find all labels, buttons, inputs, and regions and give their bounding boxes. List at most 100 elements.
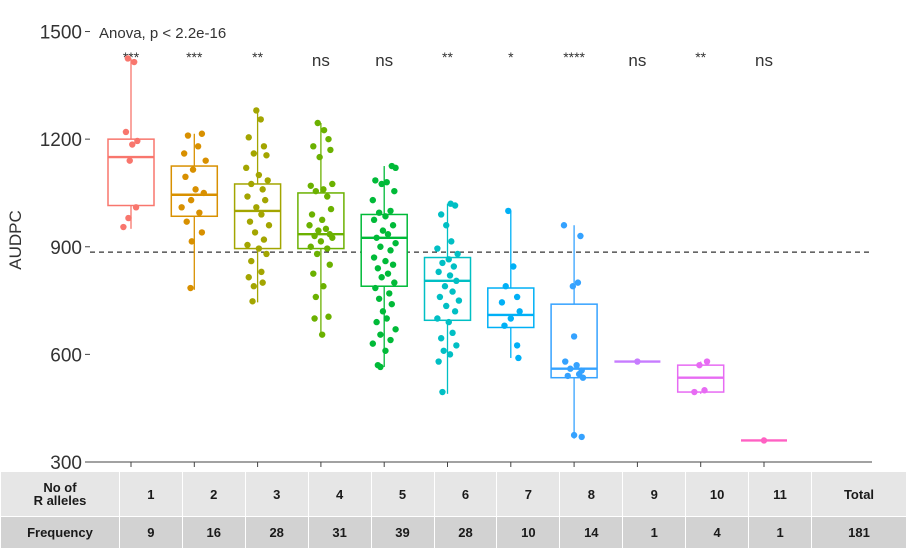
data-point [314, 119, 321, 127]
allele-cell: 10 [685, 471, 750, 517]
frequency-cell: 10 [496, 516, 561, 549]
data-point [320, 283, 327, 290]
data-point [443, 302, 450, 310]
data-point [507, 315, 514, 322]
data-point [436, 293, 444, 301]
data-point [570, 333, 578, 340]
data-point [324, 245, 331, 252]
box-group [741, 437, 787, 444]
data-point [248, 180, 255, 188]
row-header-frequency: Frequency [0, 516, 120, 549]
data-point [449, 288, 456, 295]
data-point [244, 241, 251, 249]
data-point [569, 283, 577, 290]
data-point [434, 245, 441, 252]
data-point [257, 116, 264, 123]
data-point [258, 211, 265, 218]
data-point [370, 216, 378, 224]
frequency-cell: 39 [370, 516, 435, 549]
data-point [453, 342, 460, 349]
data-point [451, 308, 459, 315]
data-point [126, 157, 133, 164]
data-point [122, 128, 130, 136]
data-point [441, 283, 449, 290]
anova-annotation: Anova, p < 2.2e-16 [99, 25, 226, 42]
data-point [318, 331, 326, 338]
data-point [324, 193, 331, 200]
data-point [516, 308, 523, 315]
significance-labels: *** *** ** ns ns ** * **** ns ** ns [123, 49, 773, 70]
data-point [316, 153, 323, 161]
data-point [329, 180, 336, 188]
data-point [260, 236, 268, 243]
significance-label: **** [563, 49, 585, 65]
data-point [325, 313, 332, 320]
data-point [513, 293, 521, 301]
data-point [184, 132, 192, 139]
data-point [250, 283, 258, 290]
data-point [307, 243, 314, 250]
data-point [760, 437, 768, 444]
data-point [312, 187, 320, 195]
allele-cell: 3 [244, 471, 309, 517]
data-point [261, 196, 269, 204]
data-point [445, 256, 452, 263]
data-point [129, 141, 136, 148]
data-point [198, 130, 206, 137]
data-point [370, 254, 378, 261]
data-point [178, 204, 185, 211]
data-point [379, 227, 387, 234]
data-point [434, 315, 441, 322]
allele-cell: 9 [622, 471, 687, 517]
box [423, 256, 472, 322]
data-point [701, 387, 708, 394]
data-point [560, 222, 568, 229]
box-group [360, 162, 408, 371]
data-point [369, 340, 377, 347]
data-point [455, 297, 463, 304]
frequency-cell: 28 [433, 516, 498, 549]
data-point [259, 186, 266, 193]
data-point [251, 229, 259, 236]
y-axis-label: AUDPC [6, 210, 25, 270]
data-point [562, 358, 569, 365]
data-point [200, 189, 207, 197]
data-point [308, 211, 316, 218]
data-point [369, 196, 377, 204]
y-tick-label: 600 [50, 345, 82, 366]
data-point [696, 361, 703, 369]
data-point [180, 150, 188, 157]
allele-cell: 1 [118, 471, 183, 517]
data-point [265, 222, 273, 229]
data-point [505, 207, 512, 215]
data-point [379, 308, 387, 315]
data-point [255, 245, 263, 252]
data-point [383, 315, 390, 322]
box-group [423, 200, 472, 396]
y-tick-label: 900 [50, 238, 82, 259]
data-point [182, 173, 189, 181]
data-point [453, 277, 460, 285]
row-header-alleles: No of R alleles [0, 471, 120, 517]
allele-cell-total: Total [811, 471, 907, 517]
data-point [437, 211, 445, 218]
data-point [691, 388, 698, 396]
significance-label: ns [312, 51, 330, 70]
frequency-cell: 4 [685, 516, 750, 549]
frequency-table: No of R alleles 1 2 3 4 5 6 7 8 9 10 11 … [0, 471, 907, 549]
box [233, 183, 282, 250]
frequency-cell: 16 [181, 516, 246, 549]
frequency-cell: 28 [244, 516, 309, 549]
data-point [253, 204, 260, 211]
data-point [329, 234, 336, 241]
data-point [307, 182, 314, 189]
allele-cell: 8 [559, 471, 624, 517]
data-point [134, 137, 141, 145]
data-point [510, 263, 517, 270]
table-row-frequency: Frequency 9 16 28 31 39 28 10 14 1 4 1 1… [0, 516, 907, 549]
frequency-cell: 1 [622, 516, 687, 549]
data-point [255, 171, 263, 179]
data-point [392, 164, 399, 172]
data-point [439, 388, 446, 396]
data-point [392, 326, 399, 333]
